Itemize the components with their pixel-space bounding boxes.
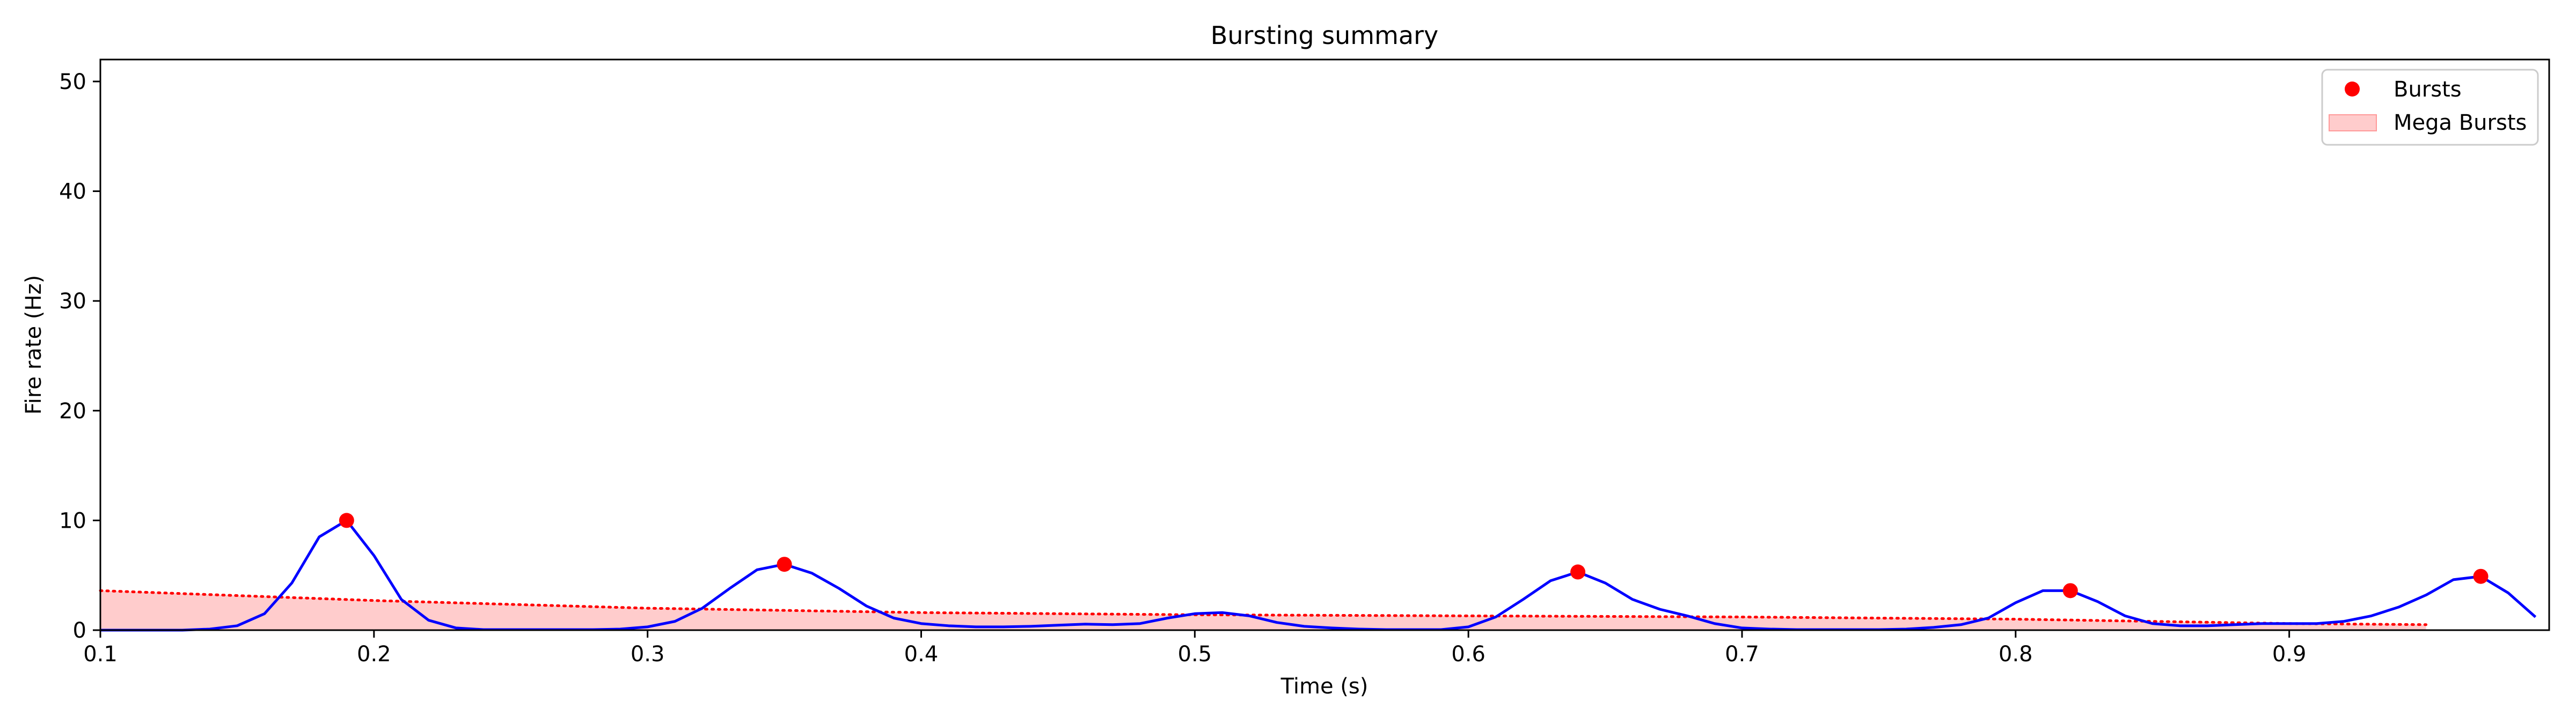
x-tick-label: 0.3 bbox=[631, 642, 665, 667]
y-tick-label: 0 bbox=[73, 618, 86, 643]
legend: Bursts Mega Bursts bbox=[2321, 69, 2539, 146]
x-tick-label: 0.1 bbox=[83, 642, 118, 667]
y-tick-label: 20 bbox=[59, 399, 86, 424]
chart-title: Bursting summary bbox=[1211, 21, 1438, 50]
x-tick-label: 0.5 bbox=[1178, 642, 1212, 667]
y-axis-label: Fire rate (Hz) bbox=[21, 275, 46, 415]
x-tick-label: 0.8 bbox=[1999, 642, 2033, 667]
legend-mega-bursts-label: Mega Bursts bbox=[2394, 110, 2527, 135]
y-tick-label: 10 bbox=[59, 508, 86, 533]
x-axis-ticks: 0.1 0.2 0.3 0.4 0.5 0.6 0.7 0.8 0.9 bbox=[83, 630, 2306, 667]
burst-marker bbox=[777, 557, 792, 572]
plot-frame bbox=[99, 58, 2550, 631]
mega-bursts-area bbox=[100, 590, 2426, 630]
legend-bursts-marker bbox=[2345, 82, 2360, 97]
burst-marker bbox=[2062, 583, 2078, 599]
mega-bursts-area-layer bbox=[99, 589, 2428, 630]
x-axis-label: Time (s) bbox=[1280, 674, 1368, 699]
legend-bursts-label: Bursts bbox=[2394, 77, 2462, 102]
y-tick-label: 50 bbox=[59, 70, 86, 94]
bursts-markers-layer bbox=[339, 513, 2489, 599]
x-tick-label: 0.4 bbox=[904, 642, 939, 667]
y-tick-label: 30 bbox=[59, 289, 86, 314]
burst-marker bbox=[2473, 568, 2489, 584]
y-axis-ticks: 0 10 20 30 40 50 bbox=[59, 70, 100, 643]
plot-area bbox=[100, 60, 2549, 630]
legend-mega-bursts-patch bbox=[2329, 114, 2377, 131]
x-tick-label: 0.6 bbox=[1451, 642, 1485, 667]
burst-marker bbox=[339, 513, 354, 528]
mega-bursts-edge bbox=[99, 589, 2428, 626]
burst-marker bbox=[1570, 564, 1586, 580]
x-tick-label: 0.9 bbox=[2272, 642, 2307, 667]
x-tick-label: 0.7 bbox=[1725, 642, 1759, 667]
x-tick-label: 0.2 bbox=[357, 642, 391, 667]
y-tick-label: 40 bbox=[59, 180, 86, 204]
